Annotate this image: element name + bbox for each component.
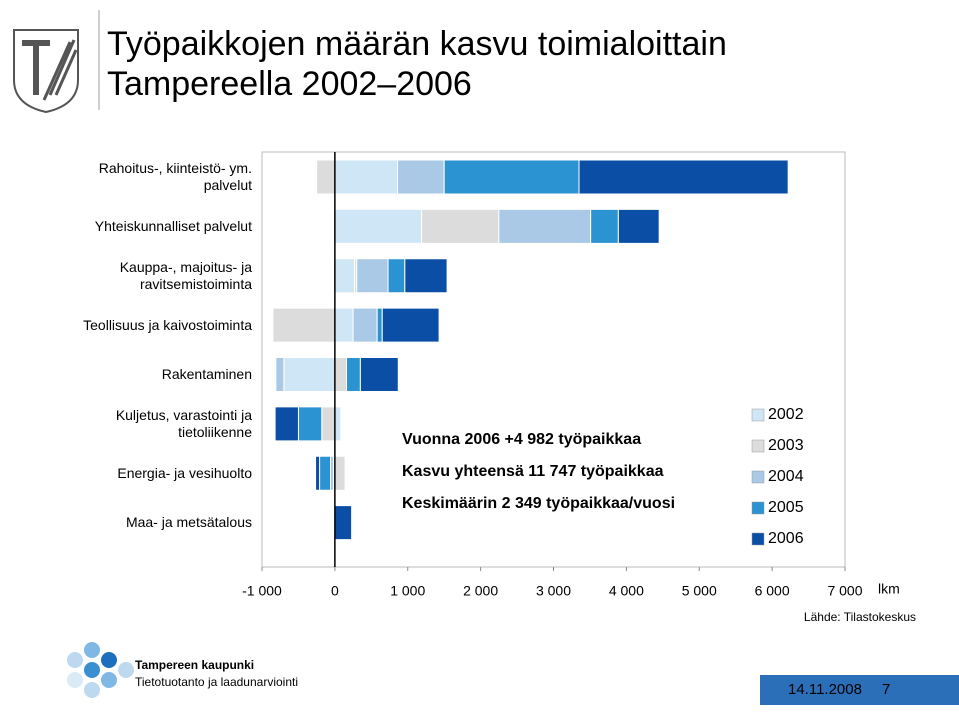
bar-segment xyxy=(283,357,336,392)
bar-segment xyxy=(617,208,660,244)
bar-segment xyxy=(381,307,440,343)
bar-segment xyxy=(346,357,361,392)
legend-swatch xyxy=(751,408,765,422)
category-label: Rakentaminen xyxy=(161,366,252,382)
legend-swatch xyxy=(751,532,765,546)
title-line: Tampereella 2002–2006 xyxy=(107,65,472,103)
x-tick-label: 0 xyxy=(331,583,339,599)
title-line: Työpaikkojen määrän kasvu toimialoittain xyxy=(107,25,727,63)
bar-segment xyxy=(274,406,299,442)
bar-segment xyxy=(397,159,445,195)
category-label: Kauppa-, majoitus- ja ravitsemistoiminta xyxy=(119,258,252,292)
bar-segment xyxy=(334,307,354,343)
legend-label: 2005 xyxy=(768,499,804,516)
divider xyxy=(98,10,100,110)
category-label: Maa- ja metsätalous xyxy=(125,514,252,531)
x-unit: lkm xyxy=(878,581,900,597)
logo xyxy=(13,29,79,114)
legend-label: 2002 xyxy=(768,406,804,423)
bar-segment xyxy=(352,307,378,343)
bar-segment xyxy=(272,307,336,343)
category-label: Yhteiskunnalliset palvelut xyxy=(94,217,252,234)
bar-segment xyxy=(334,455,346,491)
legend-swatch xyxy=(751,470,765,484)
bar-segment xyxy=(315,455,321,491)
bar-segment xyxy=(316,159,336,195)
bar-segment xyxy=(376,307,383,343)
legend-box xyxy=(735,402,815,552)
bar-segment xyxy=(334,357,348,392)
annotation: Kasvu yhteensä 11 747 työpaikkaa xyxy=(402,463,664,480)
category-label: Teollisuus ja kaivostoiminta xyxy=(83,316,252,333)
footer-date: 14.11.2008 xyxy=(788,681,862,698)
bar-segment xyxy=(578,159,789,195)
footer-org: Tampereen kaupunki xyxy=(135,658,254,672)
source: Lähde: Tilastokeskus xyxy=(804,610,916,624)
bar-segment xyxy=(334,159,399,195)
annotation: Vuonna 2006 +4 982 työpaikkaa xyxy=(402,431,641,448)
bar-segment xyxy=(443,159,580,195)
x-tick-label: 7 000 xyxy=(827,583,862,599)
bar-segment xyxy=(334,208,423,244)
bar-segment xyxy=(590,208,619,244)
x-tick-label: 3 000 xyxy=(536,583,571,599)
bar-segment xyxy=(404,258,448,294)
bar-segment xyxy=(321,406,336,442)
bar-segment xyxy=(275,357,285,392)
x-tick-label: 4 000 xyxy=(609,583,644,599)
footer-logo xyxy=(67,642,134,698)
legend-label: 2006 xyxy=(768,530,804,547)
x-tick-label: -1 000 xyxy=(242,583,282,599)
category-label: Kuljetus, varastointi ja tietoliikenne xyxy=(115,406,252,440)
bar-segment xyxy=(421,208,500,244)
bar-segment xyxy=(319,455,332,491)
legend-label: 2004 xyxy=(768,468,804,485)
bar-segment xyxy=(356,258,389,294)
bar-segment xyxy=(387,258,406,294)
legend-swatch xyxy=(751,439,765,453)
legend-swatch xyxy=(751,501,765,515)
bar-segment xyxy=(334,406,342,442)
footer-band xyxy=(760,675,959,705)
bar-segment xyxy=(359,357,399,392)
x-tick-label: 6 000 xyxy=(755,583,790,599)
category-label: Rahoitus-, kiinteistö- ym. palvelut xyxy=(98,160,252,193)
x-tick-label: 2 000 xyxy=(463,583,498,599)
category-label: Energia- ja vesihuolto xyxy=(117,464,252,481)
bar-segment xyxy=(334,258,356,294)
page-number: 7 xyxy=(882,681,890,698)
annotation: Keskimäärin 2 349 työpaikkaa/vuosi xyxy=(402,495,675,512)
title: Työpaikkojen määrän kasvu toimialoittain… xyxy=(107,25,727,103)
footer-unit: Tietotuotanto ja laadunarviointi xyxy=(135,675,298,689)
x-tick-label: 1 000 xyxy=(390,583,425,599)
bar-segment xyxy=(297,406,323,442)
bar-segment xyxy=(334,505,353,541)
x-tick-label: 5 000 xyxy=(682,583,717,599)
legend-label: 2003 xyxy=(768,437,804,454)
bar-segment xyxy=(498,208,592,244)
